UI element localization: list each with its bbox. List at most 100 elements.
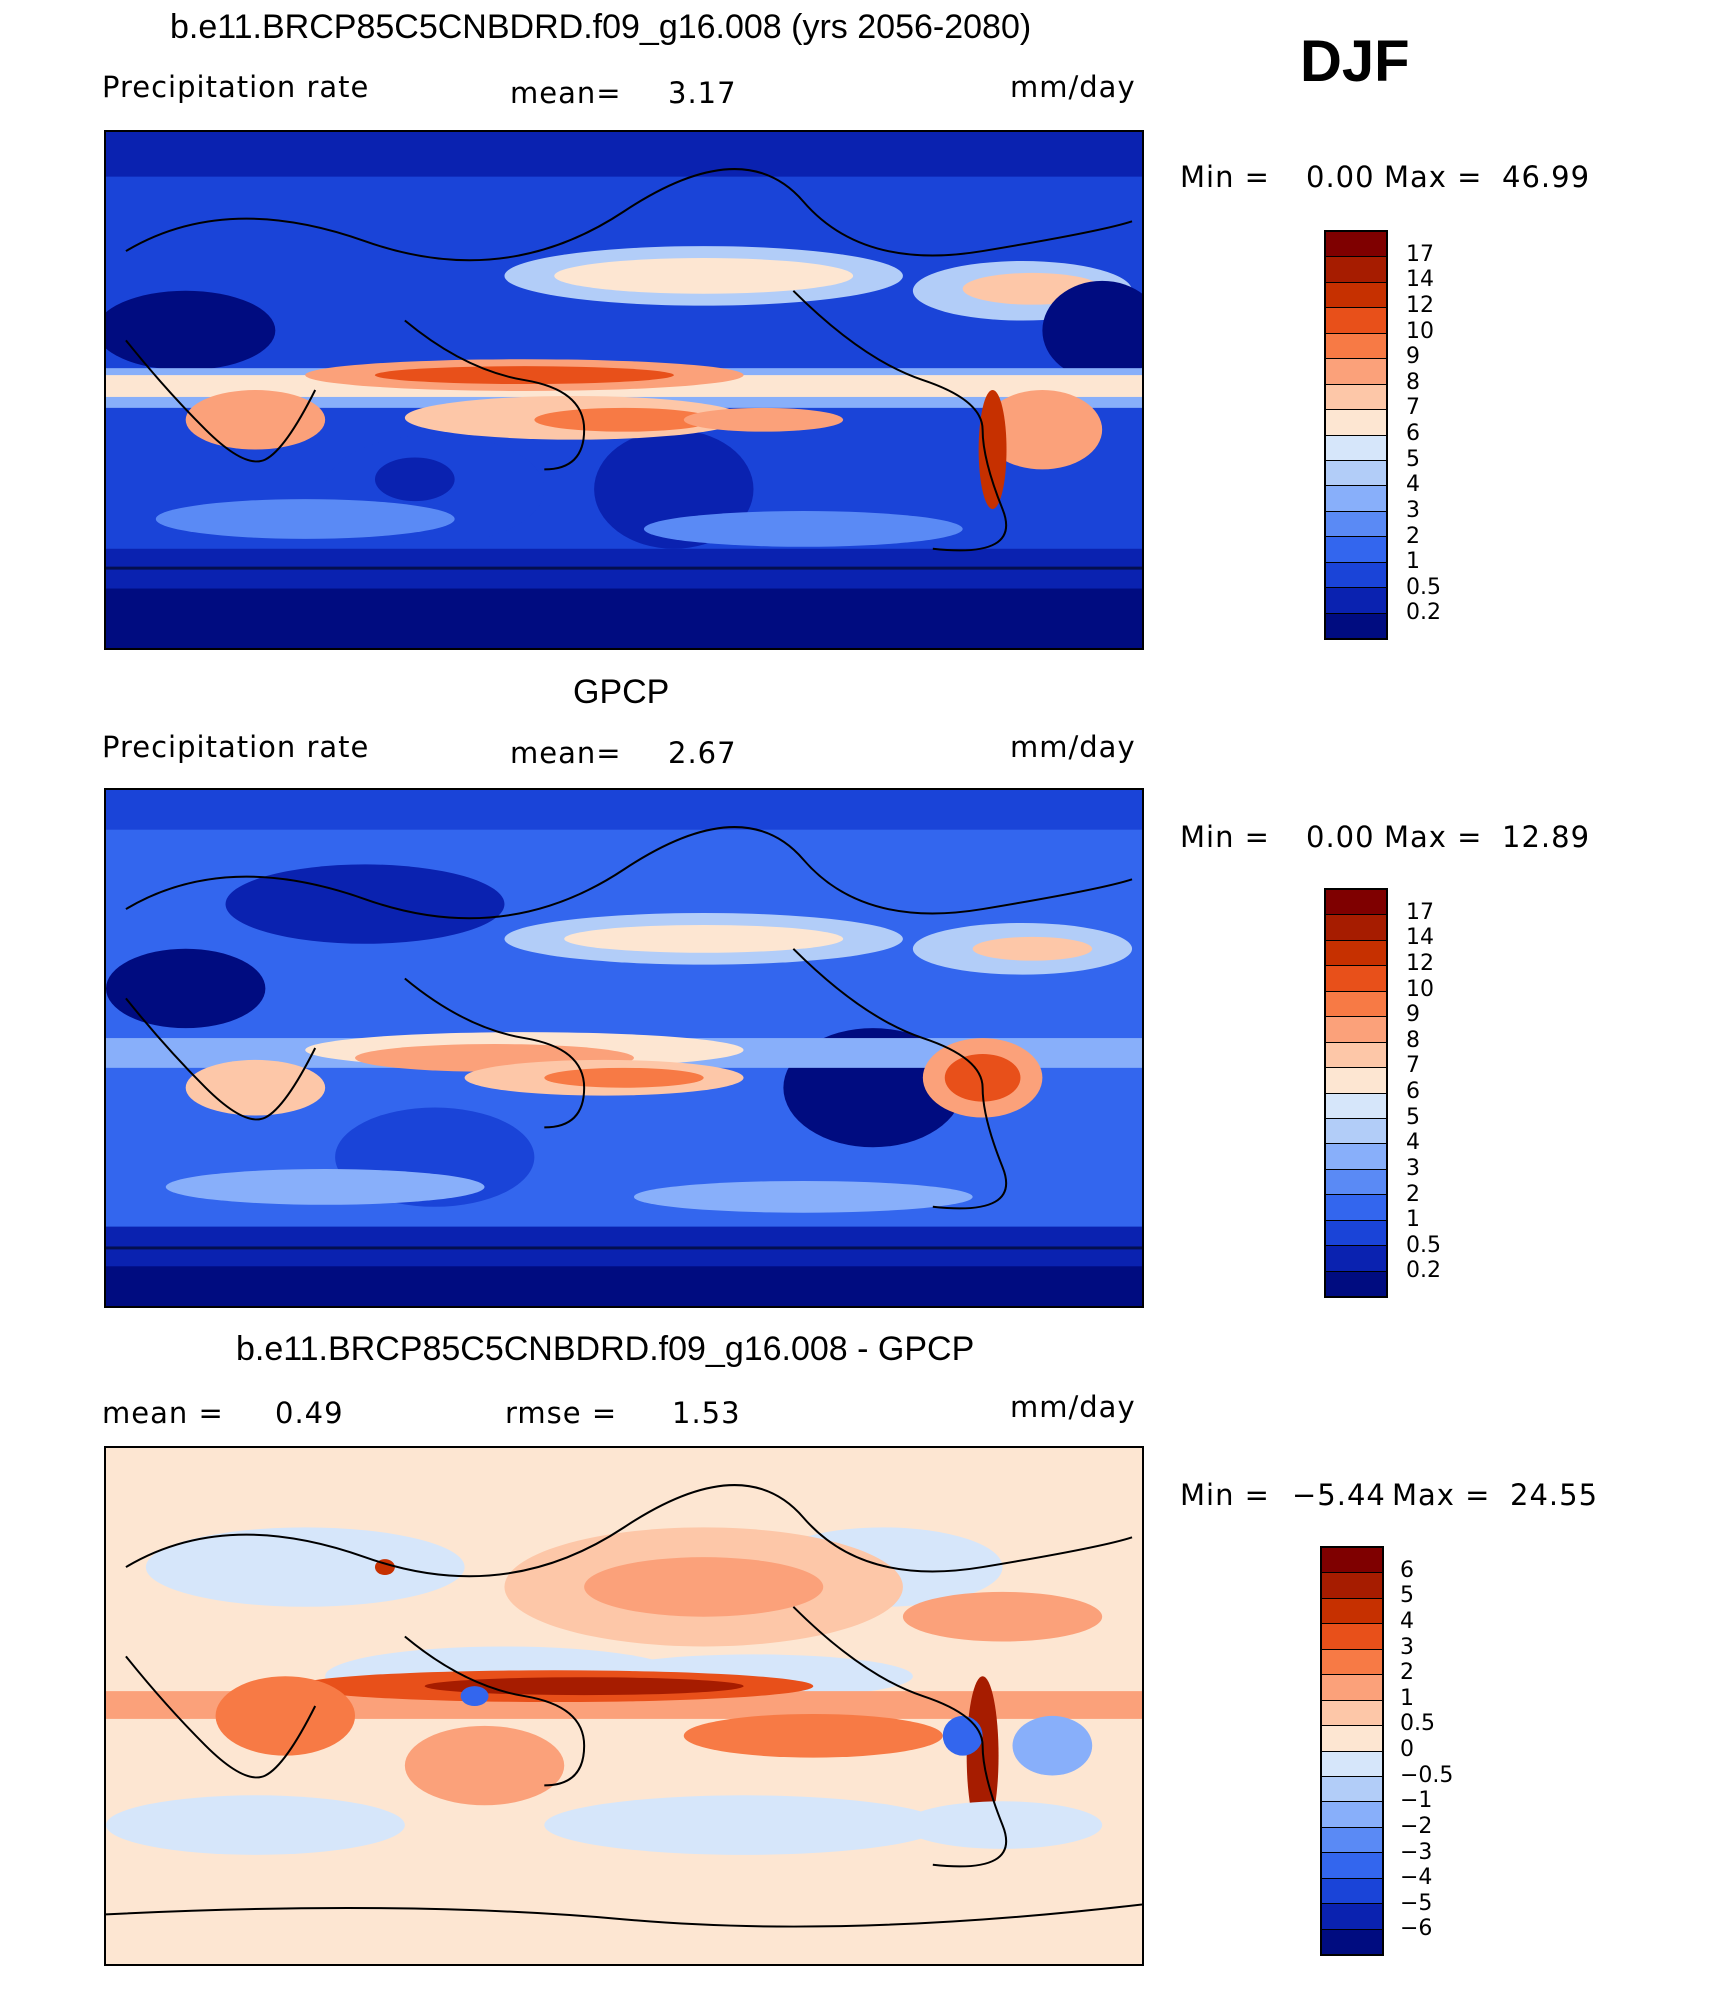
colorbar-segment (1326, 384, 1386, 411)
panel1-map (104, 130, 1144, 650)
season-label: DJF (1300, 29, 1410, 94)
panel3-mean-label: mean = (102, 1396, 224, 1430)
panel2-min-value: 0.00 (1306, 820, 1375, 854)
colorbar-tick-label: 10 (1406, 976, 1434, 1002)
colorbar-segment (1326, 232, 1386, 258)
panel2-colorbar (1324, 888, 1388, 1298)
panel3-max-value: 24.55 (1510, 1478, 1599, 1512)
panel1-units: mm/day (1010, 70, 1136, 104)
colorbar-segment (1326, 613, 1386, 638)
colorbar-tick-label: 0.5 (1406, 574, 1441, 600)
colorbar-segment (1322, 1649, 1382, 1676)
colorbar-tick-label: 3 (1406, 1155, 1420, 1181)
colorbar-tick-label: −3 (1400, 1839, 1433, 1865)
colorbar-tick-label: 0.2 (1406, 600, 1441, 626)
colorbar-tick-label: 2 (1400, 1660, 1414, 1686)
panel1-max-label: Max = (1384, 160, 1483, 194)
panel1-map-svg (106, 132, 1142, 648)
colorbar-segment (1322, 1904, 1382, 1930)
colorbar-segment (1326, 1093, 1386, 1119)
panel2-mean-label: mean= (510, 736, 622, 770)
panel3-rmse-label: rmse = (505, 1396, 618, 1430)
colorbar-tick-label: −5 (1400, 1890, 1433, 1916)
colorbar-segment (1326, 1068, 1386, 1094)
panel1-mean-value: 3.17 (668, 76, 737, 110)
panel3-title: b.e11.BRCP85C5CNBDRD.f09_g16.008 - GPCP (236, 1330, 975, 1368)
colorbar-segment (1326, 1017, 1386, 1043)
colorbar-segment (1326, 308, 1386, 334)
colorbar-segment (1322, 1598, 1382, 1625)
colorbar-segment (1326, 537, 1386, 563)
panel1-colorbar (1324, 230, 1388, 640)
panel2-variable-label: Precipitation rate (102, 730, 370, 764)
panel2-max-value: 12.89 (1502, 820, 1591, 854)
colorbar-tick-label: 4 (1406, 472, 1420, 498)
colorbar-tick-label: 17 (1406, 899, 1434, 925)
panel1-max-value: 46.99 (1502, 160, 1591, 194)
colorbar-tick-label: 14 (1406, 267, 1434, 293)
colorbar-tick-label: 8 (1406, 369, 1420, 395)
colorbar-tick-label: −4 (1400, 1865, 1433, 1891)
colorbar-segment (1326, 435, 1386, 461)
colorbar-segment (1326, 1271, 1386, 1296)
colorbar-tick-label: 3 (1400, 1634, 1414, 1660)
colorbar-tick-label: 1 (1406, 549, 1420, 575)
colorbar-segment (1326, 1195, 1386, 1221)
colorbar-segment (1326, 1118, 1386, 1145)
panel3-map-svg (106, 1448, 1142, 1964)
colorbar-tick-label: 8 (1406, 1027, 1420, 1053)
colorbar-tick-label: 3 (1406, 497, 1420, 523)
panel2-map (104, 788, 1144, 1308)
panel3-mean-value: 0.49 (275, 1396, 344, 1430)
colorbar-tick-label: 0 (1400, 1737, 1414, 1762)
colorbar-tick-label: 2 (1406, 1181, 1420, 1207)
colorbar-tick-label: 12 (1406, 950, 1434, 976)
colorbar-tick-label: 4 (1406, 1130, 1420, 1156)
colorbar-tick-label: 0.2 (1406, 1258, 1441, 1284)
panel1-variable-label: Precipitation rate (102, 70, 370, 104)
panel2-max-label: Max = (1384, 820, 1483, 854)
colorbar-segment (1326, 940, 1386, 967)
colorbar-segment (1326, 915, 1386, 941)
colorbar-segment (1326, 333, 1386, 360)
colorbar-segment (1326, 486, 1386, 512)
colorbar-tick-label: 7 (1406, 395, 1420, 421)
colorbar-segment (1326, 562, 1386, 589)
panel1-title: b.e11.BRCP85C5CNBDRD.f09_g16.008 (yrs 20… (170, 8, 1032, 46)
colorbar-segment (1322, 1675, 1382, 1701)
colorbar-tick-label: −6 (1400, 1916, 1433, 1942)
colorbar-segment (1326, 1042, 1386, 1069)
colorbar-segment (1322, 1751, 1382, 1777)
colorbar-segment (1322, 1548, 1382, 1574)
panel1-mean-label: mean= (510, 76, 622, 110)
colorbar-segment (1322, 1776, 1382, 1803)
colorbar-tick-label: −1 (1400, 1788, 1433, 1814)
colorbar-tick-label: −2 (1400, 1813, 1433, 1839)
panel2-min-label: Min = (1180, 820, 1270, 854)
panel2-map-svg (106, 790, 1142, 1306)
colorbar-segment (1326, 890, 1386, 916)
colorbar-tick-label: 6 (1400, 1557, 1414, 1583)
panel3-min-value: −5.44 (1292, 1478, 1386, 1512)
colorbar-tick-label: −0.5 (1400, 1762, 1454, 1788)
colorbar-segment (1322, 1853, 1382, 1879)
panel3-colorbar (1320, 1546, 1384, 1956)
colorbar-tick-label: 5 (1406, 1104, 1420, 1130)
panel1-min-label: Min = (1180, 160, 1270, 194)
colorbar-tick-label: 7 (1406, 1053, 1420, 1079)
colorbar-segment (1326, 1144, 1386, 1170)
colorbar-segment (1326, 282, 1386, 309)
colorbar-segment (1322, 1878, 1382, 1905)
colorbar-segment (1326, 257, 1386, 283)
colorbar-tick-label: 17 (1406, 241, 1434, 267)
panel1-min-value: 0.00 (1306, 160, 1375, 194)
colorbar-tick-label: 6 (1406, 421, 1420, 446)
panel3-units: mm/day (1010, 1390, 1136, 1424)
colorbar-segment (1322, 1827, 1382, 1854)
panel3-max-label: Max = (1392, 1478, 1491, 1512)
colorbar-tick-label: 5 (1406, 446, 1420, 472)
colorbar-tick-label: 9 (1406, 344, 1420, 370)
colorbar-tick-label: 1 (1400, 1685, 1414, 1711)
colorbar-segment (1322, 1700, 1382, 1727)
colorbar-tick-label: 2 (1406, 523, 1420, 549)
